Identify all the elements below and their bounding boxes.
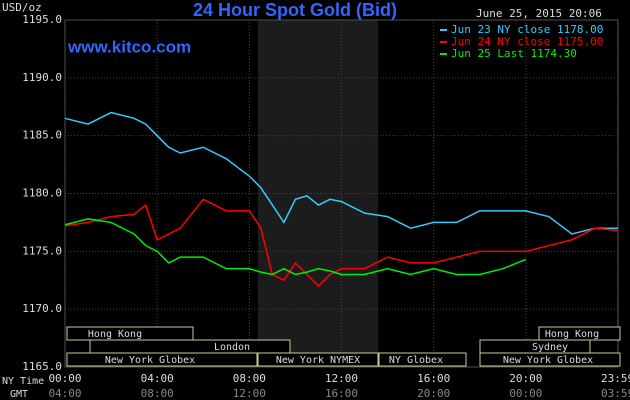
session-label: Sydney bbox=[532, 342, 568, 353]
chart-title: 24 Hour Spot Gold (Bid) bbox=[193, 0, 397, 20]
y-tick-label: 1180.0 bbox=[22, 187, 62, 200]
session-label: London bbox=[214, 342, 250, 353]
x-tick-label: 12:00 bbox=[325, 372, 358, 385]
session-label: New York Globex bbox=[503, 355, 593, 366]
y-tick-label: 1165.0 bbox=[22, 360, 62, 373]
session-box bbox=[89, 339, 291, 354]
session-label: NY Globex bbox=[389, 355, 443, 366]
x2-axis-label: GMT bbox=[10, 389, 28, 400]
x2-tick-label: 00:00 bbox=[509, 387, 542, 400]
x-tick-label: 00:00 bbox=[48, 372, 81, 385]
legend-label: Jun 24 NY close 1175.00 bbox=[451, 35, 603, 48]
x-tick-label: 04:00 bbox=[141, 372, 174, 385]
x-tick-label: 16:00 bbox=[417, 372, 450, 385]
y-tick-label: 1190.0 bbox=[22, 71, 62, 84]
x2-tick-label: 04:00 bbox=[48, 387, 81, 400]
y-tick-label: 1175.0 bbox=[22, 244, 62, 257]
session-label: New York NYMEX bbox=[276, 355, 360, 366]
series-line bbox=[64, 198, 619, 288]
session-box bbox=[479, 352, 621, 367]
x-tick-label: 23:59 bbox=[601, 372, 630, 385]
y-tick-label: 1185.0 bbox=[22, 129, 62, 142]
watermark: www.kitco.com bbox=[67, 37, 191, 56]
y-tick-label: 1195.0 bbox=[22, 13, 62, 26]
x2-tick-label: 12:00 bbox=[233, 387, 266, 400]
y-tick-label: 1170.0 bbox=[22, 302, 62, 315]
session-label: Hong Kong bbox=[88, 329, 142, 340]
timestamp: June 25, 2015 20:06 bbox=[476, 7, 602, 20]
x2-tick-label: 03:59 bbox=[601, 387, 630, 400]
x-axis-label: NY Time bbox=[2, 376, 44, 387]
x2-tick-label: 08:00 bbox=[141, 387, 174, 400]
legend-label: Jun 25 Last 1174.30 bbox=[451, 47, 577, 60]
x2-tick-label: 20:00 bbox=[417, 387, 450, 400]
session-label: New York Globex bbox=[105, 355, 195, 366]
series-line bbox=[64, 111, 618, 235]
series-line bbox=[64, 218, 527, 276]
x2-tick-label: 16:00 bbox=[325, 387, 358, 400]
y-axis-label: USD/oz bbox=[2, 1, 42, 14]
session-box bbox=[538, 326, 621, 341]
x-tick-label: 20:00 bbox=[509, 372, 542, 385]
session-box bbox=[378, 352, 467, 367]
session-box bbox=[66, 352, 258, 367]
x-tick-label: 08:00 bbox=[233, 372, 266, 385]
session-box bbox=[257, 352, 379, 367]
legend-label: Jun 23 NY close 1178.00 bbox=[451, 23, 603, 36]
session-label: Hong Kong bbox=[545, 329, 599, 340]
